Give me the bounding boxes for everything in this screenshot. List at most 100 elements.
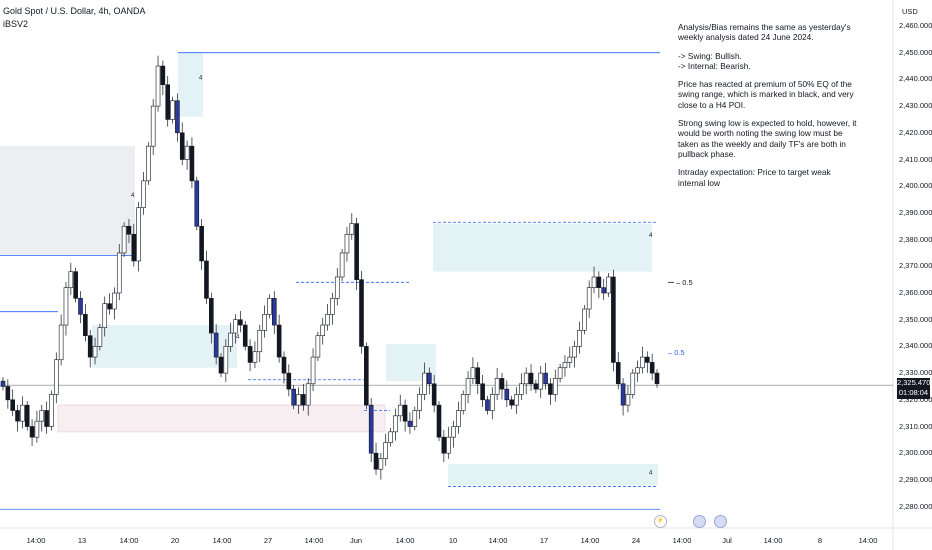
currency-label[interactable]: USD: [902, 7, 918, 16]
candle-body: [281, 356, 287, 374]
y-tick-label: 2,360.000: [899, 288, 932, 297]
y-tick-label: 2,460.000: [899, 21, 932, 30]
candle-body: [218, 356, 224, 374]
candle-body: [538, 372, 544, 390]
candle-body: [238, 319, 243, 326]
candle-body: [582, 308, 587, 331]
candle-body: [519, 383, 524, 395]
y-tick-label: 2,370.000: [899, 261, 932, 271]
candle-body: [451, 426, 456, 438]
candle-body: [0, 380, 6, 387]
y-tick-label: 2,340.000: [899, 341, 932, 351]
candle-body: [494, 378, 500, 395]
candle-body: [228, 332, 233, 347]
y-tick-label: 2,350.000: [899, 314, 932, 324]
candle-body: [528, 372, 534, 385]
candle-body: [630, 372, 636, 395]
candle-body: [213, 332, 219, 358]
y-tick-label: 2,450.000: [899, 47, 932, 57]
candle-body: [68, 271, 74, 288]
symbol-title: Gold Spot / U.S. Dollar, 4h, OANDA: [3, 6, 146, 16]
candle-body: [504, 388, 510, 401]
candle-body: [116, 252, 122, 294]
x-tick-label: 10: [448, 536, 458, 545]
candle-body: [412, 410, 418, 427]
x-tick-label: 14:00: [580, 536, 600, 545]
x-tick-label: 8: [817, 536, 823, 545]
y-tick-label: 2,380.000: [899, 234, 932, 244]
candle-body: [378, 458, 384, 470]
candle-body: [247, 346, 253, 363]
y-tick-label: 2,400.000: [899, 181, 932, 191]
zone-demand: [178, 52, 203, 117]
candle-body: [53, 359, 59, 395]
candle-body: [586, 287, 592, 310]
us-flag-icon[interactable]: [693, 515, 706, 528]
candle-body: [548, 383, 553, 395]
candle-body: [286, 372, 292, 390]
candle-body: [87, 335, 93, 358]
candle-body: [136, 207, 141, 262]
candle-body: [557, 367, 563, 379]
candle-body: [97, 327, 103, 347]
candle-body: [102, 303, 108, 329]
candle-body: [131, 233, 137, 262]
y-tick-label: 2,290.000: [899, 474, 932, 484]
candle-body: [601, 287, 607, 294]
candle-body: [417, 394, 422, 411]
zone-supply: [0, 146, 135, 256]
candle-body: [480, 383, 485, 401]
candle-body: [572, 346, 577, 358]
candle-body: [611, 276, 616, 363]
x-tick-label: 14:00: [119, 536, 139, 545]
candle-body: [470, 367, 476, 379]
zone-supply: [57, 404, 386, 433]
candle-body: [262, 314, 267, 331]
zone-mark: 4: [649, 471, 653, 477]
candle-body: [175, 100, 180, 134]
candle-body: [209, 298, 214, 334]
note-paragraph: Intraday expectation: Price to target we…: [678, 167, 831, 188]
candle-body: [625, 394, 631, 406]
candle-body: [407, 420, 413, 427]
indicator-name[interactable]: iBSV2: [3, 19, 29, 29]
current-price-tag: 2,325.470 01:08:04: [897, 378, 930, 399]
candle-body: [34, 420, 40, 438]
candle-body: [276, 324, 282, 358]
candle-body: [189, 145, 195, 182]
us-flag-icon[interactable]: [714, 515, 727, 528]
candle-body: [223, 346, 229, 374]
note-paragraph: Price has reacted at premium of 50% EQ o…: [678, 79, 854, 110]
x-tick-label: 27: [263, 536, 273, 545]
candle-body: [325, 314, 330, 326]
candle-body: [160, 65, 166, 86]
candle-body: [126, 225, 132, 235]
candle-body: [146, 145, 151, 182]
x-tick-label: 17: [539, 536, 549, 545]
candle-body: [83, 314, 88, 337]
candle-body: [58, 324, 64, 361]
candle-body: [640, 356, 645, 369]
x-tick-label: 14:00: [304, 536, 324, 545]
candle-body: [92, 346, 98, 358]
note-paragraph: Analysis/Bias remains the same as yester…: [678, 22, 851, 43]
candle-body: [359, 279, 364, 347]
candle-body: [24, 404, 30, 427]
candle-body: [10, 399, 15, 411]
x-tick-label: Jul: [722, 536, 732, 545]
event-flag-icon[interactable]: ⚡: [654, 515, 667, 528]
candle-body: [141, 180, 146, 208]
candle-body: [383, 442, 389, 459]
candle-body: [73, 271, 78, 299]
zone-mark: 4: [199, 75, 203, 81]
x-tick-label: 24: [631, 536, 641, 545]
x-tick-label: 14:00: [212, 536, 232, 545]
candle-body: [596, 276, 602, 288]
candle-body: [291, 388, 296, 406]
x-tick-label: 14:00: [858, 536, 878, 545]
candle-body: [368, 404, 374, 454]
candle-body: [354, 223, 359, 280]
candle-body: [320, 324, 326, 337]
